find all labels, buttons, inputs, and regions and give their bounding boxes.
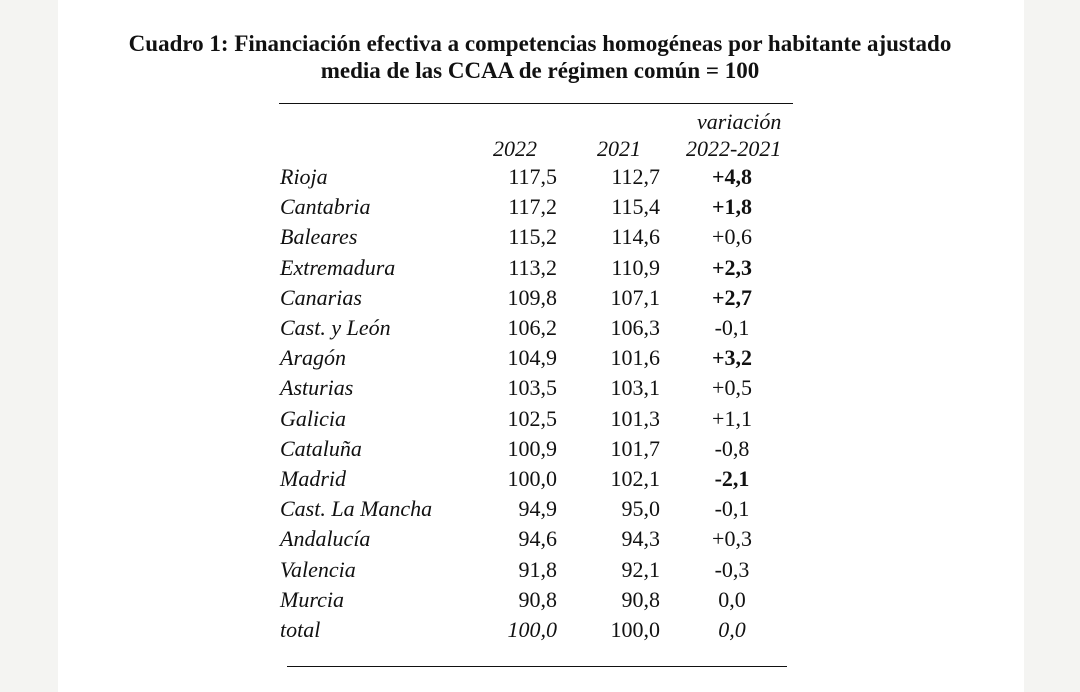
- table-row: Galicia 102,5 101,3 +1,1: [0, 404, 1080, 434]
- region-name: Andalucía: [280, 526, 371, 552]
- table-row: Canarias 109,8 107,1 +2,7: [0, 283, 1080, 313]
- region-name: Valencia: [280, 556, 356, 582]
- region-name: Cast. La Mancha: [280, 496, 433, 522]
- value-2022: 115,2: [508, 224, 557, 250]
- variation-value: +0,5: [712, 375, 752, 401]
- region-name: Cataluña: [280, 435, 362, 461]
- value-2021: 112,7: [611, 164, 660, 189]
- table-row: Murcia 90,8 90,8 0,0: [0, 585, 1080, 615]
- column-header-variation-line-1: variación: [697, 109, 782, 134]
- table-row: Valencia 91,8 92,1 -0,3: [0, 555, 1080, 585]
- table-row: Cantabria 117,2 115,4 +1,8: [0, 192, 1080, 222]
- region-name: Murcia: [280, 586, 344, 612]
- table-row: Cast. y León 106,2 106,3 -0,1: [0, 313, 1080, 343]
- variation-value: 0,0: [718, 617, 746, 642]
- value-2021: 94,3: [621, 526, 661, 552]
- value-2021: 92,1: [621, 556, 661, 582]
- value-2021: 110,9: [611, 254, 660, 280]
- value-2021: 107,1: [610, 284, 661, 310]
- region-name: Rioja: [280, 164, 328, 189]
- table-title-line-1: Cuadro 1: Financiación efectiva a compet…: [128, 31, 952, 56]
- value-2021: 101,7: [610, 435, 661, 461]
- variation-value: -2,1: [714, 466, 750, 491]
- table-row: Rioja 117,5 112,7 +4,8: [0, 162, 1080, 192]
- region-name: Canarias: [280, 284, 362, 310]
- top-rule: [279, 103, 793, 104]
- value-2022: 100,0: [507, 466, 558, 491]
- value-2022: 117,2: [508, 194, 557, 220]
- column-header-2022: 2022: [493, 136, 537, 161]
- value-2022: 117,5: [508, 164, 557, 189]
- variation-value: +1,8: [711, 194, 753, 220]
- value-2022: 113,2: [508, 254, 557, 280]
- variation-value: +0,3: [712, 526, 752, 552]
- value-2022: 100,9: [507, 435, 558, 461]
- value-2022: 100,0: [507, 617, 558, 642]
- variation-value: +3,2: [711, 345, 753, 371]
- variation-value: +2,7: [711, 284, 753, 310]
- region-name: Cast. y León: [280, 315, 391, 340]
- value-2021: 102,1: [610, 466, 661, 491]
- column-header-variation-line-2: 2022-2021: [686, 136, 782, 161]
- table-row-total: total 100,0 100,0 0,0: [0, 615, 1080, 645]
- table-row: Andalucía 94,6 94,3 +0,3: [0, 524, 1080, 554]
- variation-value: +1,1: [712, 405, 752, 431]
- variation-value: -0,1: [714, 315, 750, 340]
- value-2022: 90,8: [518, 586, 558, 612]
- value-2022: 106,2: [507, 315, 558, 340]
- table-title-line-2: media de las CCAA de régimen común = 100: [320, 58, 760, 83]
- value-2021: 90,8: [621, 586, 661, 612]
- table-row: Asturias 103,5 103,1 +0,5: [0, 373, 1080, 403]
- variation-value: -0,8: [714, 435, 750, 461]
- region-name: Galicia: [280, 405, 346, 431]
- variation-value: +4,8: [711, 164, 753, 189]
- value-2022: 91,8: [518, 556, 558, 582]
- variation-value: +0,6: [712, 224, 752, 250]
- value-2021: 101,3: [610, 405, 661, 431]
- column-header-2021: 2021: [597, 136, 641, 161]
- value-2021: 100,0: [610, 617, 661, 642]
- value-2022: 94,6: [518, 526, 558, 552]
- region-name: Extremadura: [280, 254, 396, 280]
- region-name: Madrid: [280, 466, 346, 491]
- variation-value: +2,3: [711, 254, 753, 280]
- value-2022: 94,9: [518, 496, 558, 522]
- table-row: Extremadura 113,2 110,9 +2,3: [0, 253, 1080, 283]
- region-name: total: [280, 617, 321, 642]
- table-row: Cast. La Mancha 94,9 95,0 -0,1: [0, 494, 1080, 524]
- value-2022: 103,5: [507, 375, 558, 401]
- variation-value: 0,0: [718, 586, 746, 612]
- table-row: Madrid 100,0 102,1 -2,1: [0, 464, 1080, 494]
- document-page: [58, 0, 1024, 692]
- region-name: Baleares: [280, 224, 358, 250]
- bottom-rule: [287, 666, 787, 667]
- value-2022: 104,9: [507, 345, 558, 371]
- region-name: Cantabria: [280, 194, 371, 220]
- table-row: Aragón 104,9 101,6 +3,2: [0, 343, 1080, 373]
- value-2021: 103,1: [610, 375, 661, 401]
- region-name: Asturias: [280, 375, 354, 401]
- table-row: Cataluña 100,9 101,7 -0,8: [0, 434, 1080, 464]
- variation-value: -0,1: [714, 496, 750, 522]
- region-name: Aragón: [280, 345, 346, 371]
- value-2021: 101,6: [610, 345, 661, 371]
- variation-value: -0,3: [714, 556, 750, 582]
- value-2022: 109,8: [507, 284, 558, 310]
- value-2021: 115,4: [611, 194, 660, 220]
- value-2022: 102,5: [507, 405, 558, 431]
- value-2021: 106,3: [610, 315, 661, 340]
- value-2021: 95,0: [621, 496, 661, 522]
- table-row: Baleares 115,2 114,6 +0,6: [0, 222, 1080, 252]
- value-2021: 114,6: [611, 224, 660, 250]
